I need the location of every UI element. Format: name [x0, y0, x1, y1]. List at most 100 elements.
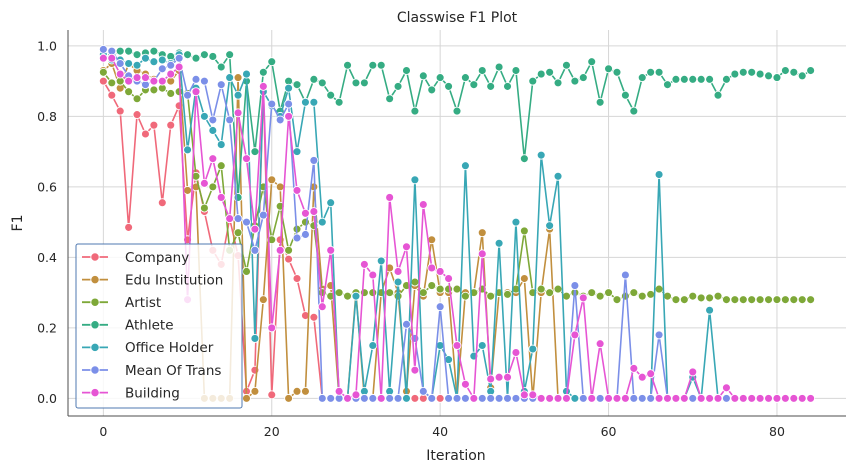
data-point — [284, 111, 294, 121]
series-athlete — [98, 46, 816, 202]
data-point — [494, 372, 504, 382]
data-point — [503, 393, 512, 403]
data-point — [98, 76, 108, 86]
data-point — [250, 245, 260, 255]
data-point — [444, 284, 454, 294]
x-axis-label: Iteration — [426, 448, 485, 464]
data-point — [284, 254, 294, 264]
data-point — [115, 46, 125, 56]
y-tick-label: 0.0 — [37, 391, 57, 406]
data-point — [115, 69, 125, 79]
data-point — [663, 393, 672, 403]
data-point — [444, 274, 454, 283]
data-point — [376, 393, 386, 403]
data-point — [637, 291, 647, 301]
data-point — [604, 393, 614, 403]
data-point — [233, 73, 243, 83]
data-point — [654, 67, 664, 77]
data-point — [755, 69, 765, 79]
data-point — [536, 69, 546, 79]
data-point — [730, 69, 740, 79]
data-point — [536, 393, 546, 403]
data-point — [688, 74, 698, 84]
series-lines — [98, 44, 816, 403]
data-point — [309, 155, 319, 165]
data-point — [427, 263, 437, 273]
data-point — [738, 393, 748, 403]
data-point — [688, 291, 698, 301]
data-point — [309, 312, 319, 322]
data-point — [385, 393, 395, 403]
data-point — [705, 305, 715, 315]
data-point — [326, 245, 336, 255]
data-point — [351, 390, 361, 400]
data-point — [98, 53, 108, 63]
data-point — [553, 171, 563, 181]
data-point — [368, 393, 378, 403]
data-point — [545, 288, 555, 298]
data-point — [124, 46, 134, 56]
data-point — [435, 284, 445, 294]
data-point — [166, 69, 176, 79]
data-point — [486, 374, 496, 384]
data-point — [637, 372, 647, 382]
data-point — [258, 67, 268, 77]
data-point — [300, 386, 310, 396]
legend-label: Athlete — [125, 318, 174, 334]
legend-box — [75, 243, 243, 409]
data-point — [326, 90, 336, 100]
data-point — [199, 76, 209, 86]
x-tick-label: 20 — [264, 424, 280, 439]
data-point — [780, 295, 790, 305]
legend-marker — [90, 387, 100, 398]
data-point — [225, 50, 235, 60]
legend-item: Edu Institution — [82, 272, 223, 288]
data-point — [385, 263, 395, 273]
legend-label: Mean Of Trans — [125, 363, 221, 379]
data-point — [115, 59, 125, 68]
data-point — [545, 393, 555, 403]
data-point — [410, 106, 420, 116]
data-point — [721, 295, 731, 305]
data-point — [132, 73, 142, 83]
data-point — [317, 78, 327, 88]
data-point — [309, 74, 319, 84]
data-point — [149, 120, 159, 130]
data-point — [536, 284, 546, 294]
data-point — [183, 50, 193, 60]
data-point — [688, 367, 698, 377]
data-point — [578, 73, 588, 83]
data-point — [713, 291, 723, 301]
data-point — [284, 99, 294, 109]
data-point — [511, 348, 521, 357]
data-point — [393, 81, 403, 91]
data-point — [149, 57, 159, 67]
data-point — [477, 341, 487, 350]
legend-marker — [90, 342, 100, 353]
data-point — [503, 289, 512, 299]
data-point — [157, 55, 167, 65]
data-point — [494, 238, 504, 248]
legend-marker — [90, 365, 100, 375]
data-point — [351, 291, 361, 301]
data-point — [191, 74, 201, 84]
data-point — [174, 53, 184, 63]
data-point — [359, 78, 369, 88]
data-point — [511, 66, 521, 75]
data-point — [402, 66, 411, 75]
data-point — [587, 288, 597, 298]
data-point — [780, 66, 790, 75]
x-tick-labels: 0 20 40 60 80 — [99, 424, 785, 439]
data-point — [410, 365, 420, 375]
data-point — [368, 60, 378, 70]
y-tick-label: 1.0 — [37, 38, 57, 53]
data-point — [317, 302, 327, 312]
data-point — [797, 393, 807, 403]
data-point — [486, 393, 496, 403]
data-point — [755, 393, 765, 403]
data-point — [528, 390, 538, 400]
data-point — [435, 267, 445, 276]
data-point — [132, 50, 142, 60]
data-point — [519, 390, 529, 400]
data-point — [629, 106, 639, 116]
